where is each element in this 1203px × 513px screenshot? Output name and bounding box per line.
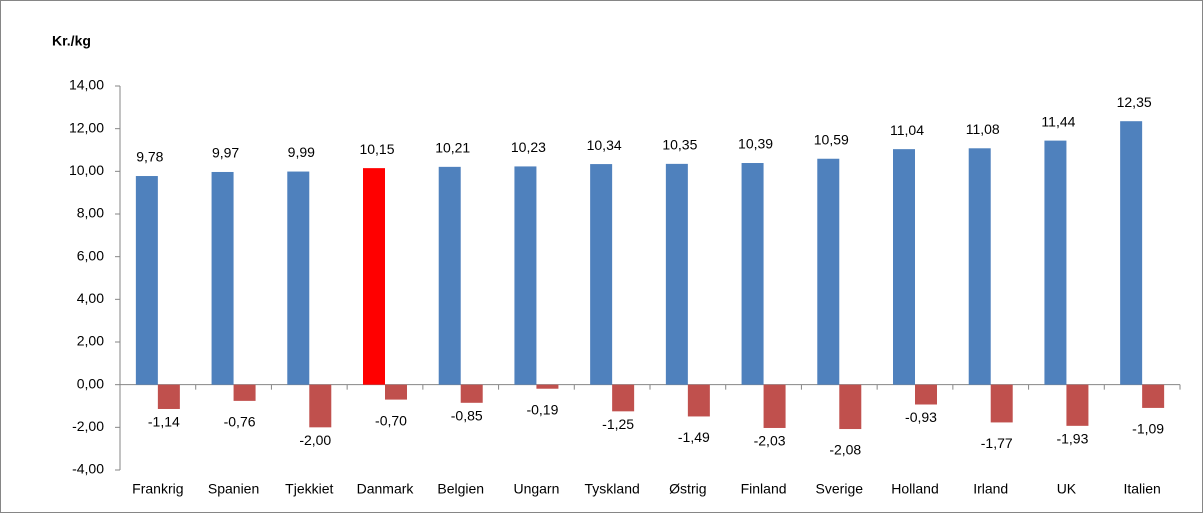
x-tick-label: Italien [1123,481,1160,497]
x-tick-label: Finland [741,481,787,497]
bar [363,168,385,385]
x-tick-label: Ungarn [513,481,559,497]
bar [741,163,764,385]
bar [135,176,158,385]
y-tick-label: 12,00 [69,119,104,135]
bar [839,384,862,430]
value-label: 9,78 [136,149,163,165]
value-label: 11,08 [966,121,1000,137]
bar [157,384,180,409]
value-label: -0,19 [526,401,558,417]
bar [287,171,310,385]
x-tick-label: UK [1057,481,1077,497]
bar [1044,140,1067,385]
bar [990,384,1013,423]
x-tick-label: Danmark [357,481,415,497]
bar [665,163,688,385]
bar [893,149,915,385]
y-tick-label: -2,00 [72,418,104,434]
bar [1120,121,1143,385]
value-label: -1,14 [148,414,180,430]
x-tick-label: Belgien [437,481,484,497]
value-label: -0,70 [375,412,407,428]
value-label: -0,76 [224,414,256,430]
bar [211,171,234,385]
x-tick-label: Irland [973,481,1008,497]
value-label: -1,25 [602,416,634,432]
bar [968,148,991,385]
value-label: 9,97 [212,145,239,161]
value-label: 10,39 [738,136,773,152]
value-label: -2,00 [299,432,331,448]
value-label: -0,85 [451,408,483,424]
y-tick-label: 8,00 [77,205,104,221]
y-tick-label: 6,00 [77,247,104,263]
bar [460,384,483,403]
value-label: -1,77 [981,435,1013,451]
bar [590,164,613,385]
x-tick-label: Holland [891,481,938,497]
bar [1142,384,1165,408]
bar [687,384,710,417]
bar [309,384,332,428]
x-tick-label: Østrig [669,481,706,497]
bar [763,384,786,428]
bar [438,166,461,385]
bar [612,384,635,412]
value-label: 10,34 [587,137,622,153]
value-label: -2,08 [829,442,861,458]
value-label: 10,21 [435,140,470,156]
x-tick-label: Spanien [208,481,259,497]
value-label: 9,99 [288,144,315,160]
y-tick-label: 14,00 [69,77,104,93]
x-tick-label: Frankrig [132,481,183,497]
bar [536,384,559,389]
value-label: 11,44 [1041,113,1075,129]
value-label: -1,93 [1056,431,1088,447]
value-label: 10,23 [511,139,546,155]
bar [915,384,937,405]
y-tick-label: 2,00 [77,333,104,349]
x-tick-label: Tyskland [585,481,640,497]
bar [514,166,537,385]
value-label: 10,59 [814,131,849,147]
x-tick-label: Sverige [816,481,864,497]
value-label: 10,35 [662,137,697,153]
value-label: -2,03 [754,433,786,449]
y-axis-label: Kr./kg [52,33,91,49]
x-tick-label: Tjekkiet [285,481,333,497]
bar [1066,384,1089,426]
value-label: -1,09 [1132,421,1164,437]
y-tick-label: -4,00 [72,461,104,477]
y-tick-label: 4,00 [77,290,104,306]
y-tick-label: 0,00 [77,375,104,391]
value-label: 10,15 [359,141,394,157]
y-tick-label: 10,00 [69,162,104,178]
bar [385,384,407,400]
value-label: 11,04 [890,122,924,138]
bar [233,384,256,401]
bar [817,158,840,385]
value-label: -1,49 [678,429,710,445]
value-label: 12,35 [1117,94,1152,110]
value-label: -0,93 [905,409,937,425]
